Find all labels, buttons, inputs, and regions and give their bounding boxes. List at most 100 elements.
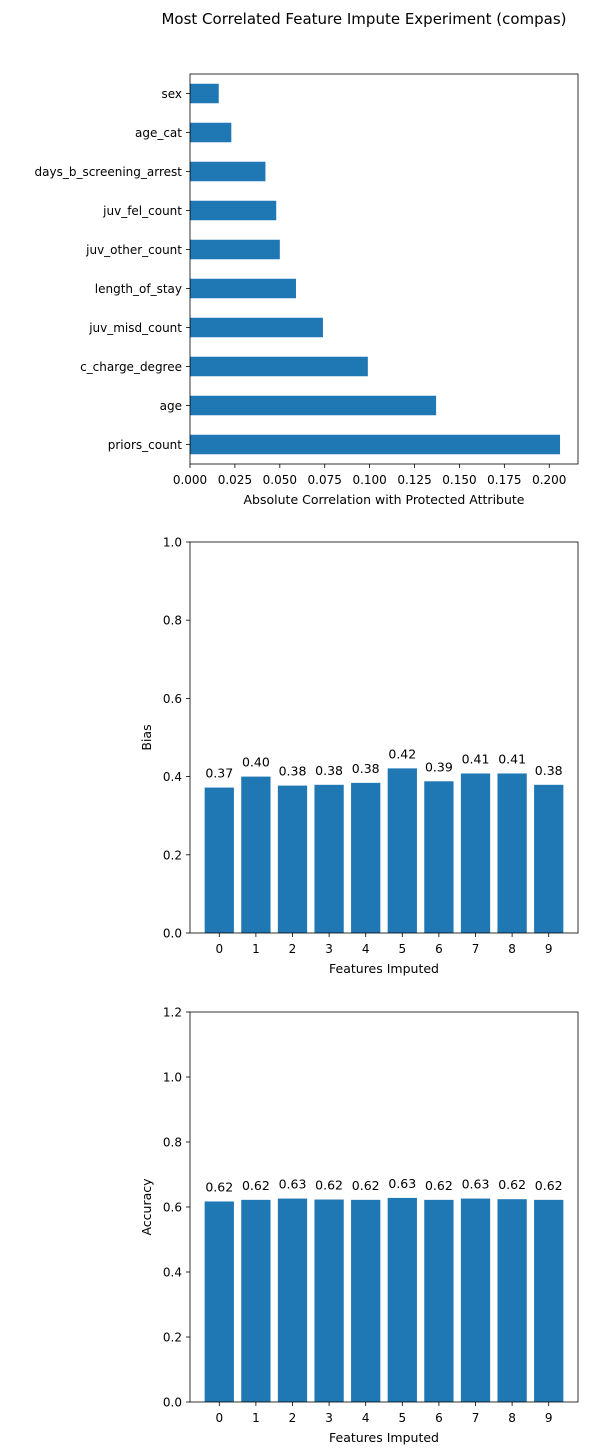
bar — [424, 1199, 454, 1402]
x-tick-label: 0.000 — [173, 473, 207, 487]
data-label: 0.40 — [242, 755, 270, 770]
figure-title: Most Correlated Feature Impute Experimen… — [161, 10, 566, 28]
y-tick-label: 0.6 — [163, 1201, 182, 1215]
x-tick-label: 6 — [435, 1411, 443, 1425]
correlation-bar — [190, 317, 323, 338]
y-tick-label: 1.0 — [163, 536, 182, 550]
data-label: 0.63 — [462, 1177, 490, 1192]
x-tick-label: 9 — [545, 1411, 553, 1425]
x-tick-label: 3 — [325, 1411, 333, 1425]
x-tick-label: 4 — [362, 942, 370, 956]
x-tick-label: 8 — [508, 1411, 516, 1425]
y-tick-label: 1.0 — [163, 1071, 182, 1085]
x-tick-label: 0.125 — [397, 473, 431, 487]
x-tick-label: 0.175 — [487, 473, 521, 487]
y-tick-label: 0.8 — [163, 1136, 182, 1150]
correlation-bar — [190, 200, 277, 221]
bar — [314, 1199, 344, 1402]
x-tick-label: 0.150 — [442, 473, 476, 487]
y-tick-label: age — [160, 399, 182, 413]
x-tick-label: 5 — [398, 942, 406, 956]
y-tick-label: juv_fel_count — [102, 204, 182, 218]
x-tick-label: 0.100 — [352, 473, 386, 487]
x-tick-label: 5 — [398, 1411, 406, 1425]
bias-x-axis-label: Features Imputed — [329, 961, 439, 976]
data-label: 0.38 — [279, 764, 307, 779]
x-tick-label: 2 — [289, 942, 297, 956]
x-tick-label: 8 — [508, 942, 516, 956]
correlation-bar — [190, 122, 232, 143]
data-label: 0.62 — [242, 1178, 270, 1193]
correlation-bar — [190, 278, 296, 299]
y-tick-label: 0.8 — [163, 614, 182, 628]
correlation-bar — [190, 356, 368, 377]
plot-frame — [189, 541, 579, 934]
bar — [387, 1197, 417, 1402]
x-tick-label: 0 — [215, 1411, 223, 1425]
bar — [241, 776, 271, 933]
data-label: 0.62 — [498, 1177, 526, 1192]
y-tick-label: length_of_stay — [95, 282, 182, 296]
data-label: 0.37 — [205, 766, 233, 781]
accuracy-y-axis-label: Accuracy — [139, 1178, 154, 1236]
y-tick-label: 0.4 — [163, 1266, 182, 1280]
data-label: 0.63 — [279, 1177, 307, 1192]
correlation-x-axis-label: Absolute Correlation with Protected Attr… — [244, 492, 525, 507]
bar — [314, 784, 344, 933]
y-tick-label: juv_other_count — [85, 243, 182, 257]
correlation-bar — [190, 395, 437, 416]
x-tick-label: 3 — [325, 942, 333, 956]
bias-y-axis-label: Bias — [139, 724, 154, 750]
data-label: 0.42 — [388, 746, 416, 761]
bar — [460, 773, 491, 933]
data-label: 0.41 — [498, 751, 526, 766]
plot-frame — [189, 1011, 579, 1403]
bar — [277, 1198, 308, 1402]
bar — [241, 1199, 271, 1402]
data-label: 0.63 — [388, 1176, 416, 1191]
bar — [534, 784, 564, 933]
bar — [277, 785, 308, 933]
y-tick-label: 0.4 — [163, 770, 182, 784]
data-label: 0.39 — [425, 759, 453, 774]
correlation-bar — [190, 239, 280, 260]
bar — [204, 787, 234, 933]
data-label: 0.62 — [205, 1179, 233, 1194]
bar — [204, 1201, 234, 1402]
x-tick-label: 1 — [252, 1411, 260, 1425]
correlation-bar — [190, 161, 266, 182]
y-tick-label: 1.2 — [163, 1006, 182, 1020]
x-tick-label: 6 — [435, 942, 443, 956]
data-label: 0.41 — [462, 751, 490, 766]
correlation-bar — [190, 434, 561, 455]
bar — [351, 782, 381, 933]
data-label: 0.62 — [315, 1178, 343, 1193]
x-tick-label: 0.050 — [263, 473, 297, 487]
data-label: 0.62 — [352, 1178, 380, 1193]
correlation-bar — [190, 83, 219, 104]
bar — [534, 1199, 564, 1402]
x-tick-label: 9 — [545, 942, 553, 956]
x-tick-label: 4 — [362, 1411, 370, 1425]
x-tick-label: 0.200 — [532, 473, 566, 487]
plot-frame — [189, 73, 579, 465]
data-label: 0.62 — [425, 1178, 453, 1193]
bar — [424, 781, 454, 933]
bar — [497, 1199, 527, 1402]
x-tick-label: 0 — [215, 942, 223, 956]
bar — [460, 1198, 491, 1402]
y-tick-label: 0.6 — [163, 692, 182, 706]
x-tick-label: 7 — [472, 942, 480, 956]
x-tick-label: 0.075 — [308, 473, 342, 487]
accuracy-chart: Features Imputed Accuracy 0.6200.6210.63… — [139, 1006, 579, 1445]
bar — [351, 1199, 381, 1402]
y-tick-label: priors_count — [108, 438, 183, 452]
x-tick-label: 2 — [289, 1411, 297, 1425]
data-label: 0.62 — [535, 1178, 563, 1193]
data-label: 0.38 — [352, 761, 380, 776]
y-tick-label: 0.0 — [163, 927, 182, 941]
x-tick-label: 7 — [472, 1411, 480, 1425]
bar — [387, 768, 417, 933]
correlation-chart: Absolute Correlation with Protected Attr… — [35, 73, 579, 507]
